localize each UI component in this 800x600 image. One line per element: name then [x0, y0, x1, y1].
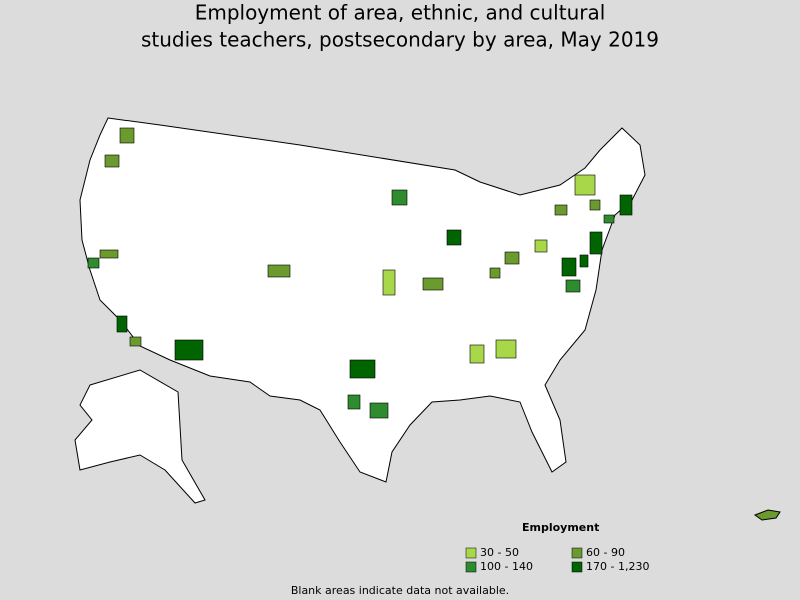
footnote: Blank areas indicate data not available. — [291, 584, 509, 597]
area-patch — [369, 402, 389, 419]
area-patch — [422, 277, 444, 291]
legend-label: 30 - 50 — [480, 546, 519, 559]
area-patch — [574, 174, 596, 196]
title-line: Employment of area, ethnic, and cultural — [195, 1, 606, 25]
area-patch — [504, 251, 520, 265]
area-patch — [619, 194, 633, 216]
area-patch — [87, 257, 100, 269]
area-patch — [119, 127, 135, 144]
area-patch — [489, 267, 501, 279]
area-patch — [347, 394, 361, 410]
area-patch — [99, 249, 119, 259]
area-patch — [565, 279, 581, 293]
hawaii — [753, 509, 781, 521]
area-patch — [554, 204, 568, 216]
area-patch — [391, 189, 408, 206]
legend-title: Employment — [522, 521, 599, 534]
title-line: studies teachers, postsecondary by area,… — [141, 28, 659, 52]
area-patch — [589, 231, 603, 255]
area-patch — [561, 257, 577, 277]
area-patch — [495, 339, 517, 359]
legend-swatch — [465, 547, 477, 559]
legend-swatch — [571, 561, 583, 573]
area-patch — [104, 154, 120, 168]
area-patch — [534, 239, 548, 253]
us-map — [74, 117, 781, 521]
area-patch — [446, 229, 462, 246]
area-patch — [469, 344, 485, 364]
area-patch — [349, 359, 376, 379]
area-patch — [174, 339, 204, 361]
alaska — [74, 369, 206, 504]
area-patch — [116, 315, 128, 333]
area-patch — [603, 214, 615, 224]
area-patch — [382, 269, 396, 296]
legend-swatch — [465, 561, 477, 573]
area-patch — [589, 199, 601, 211]
legend-swatch — [571, 547, 583, 559]
legend-label: 170 - 1,230 — [586, 560, 649, 573]
legend-label: 100 - 140 — [480, 560, 533, 573]
legend-label: 60 - 90 — [586, 546, 625, 559]
area-patch — [267, 264, 291, 278]
area-patch — [579, 254, 589, 268]
area-patch — [129, 336, 142, 347]
